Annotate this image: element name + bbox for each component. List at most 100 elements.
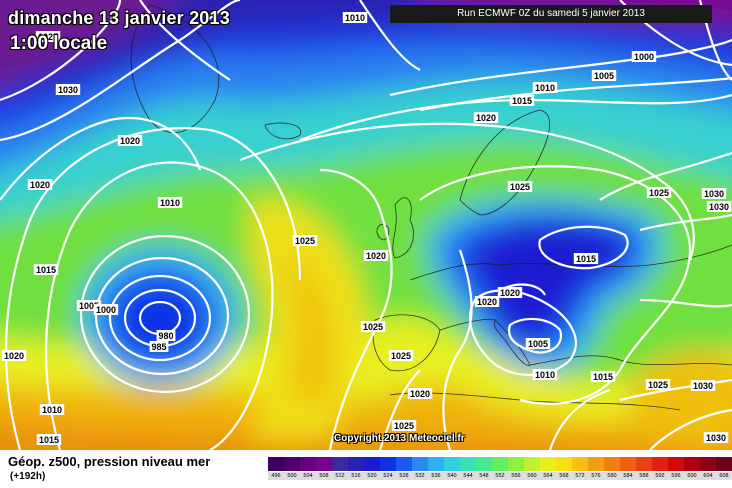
isobar-label: 1020 — [477, 297, 497, 307]
scale-tick-label: 516 — [348, 472, 364, 480]
isobar-label: 1020 — [366, 251, 386, 261]
scale-cell: 516 — [348, 457, 364, 480]
isobar-label-bg — [591, 70, 617, 81]
isobar-label-bg — [497, 287, 523, 298]
isobar-label-bg — [690, 380, 716, 391]
isobar-label-bg — [474, 296, 500, 307]
scale-cell: 552 — [492, 457, 508, 480]
isobar-label-bg — [93, 304, 119, 315]
isobar-label: 1025 — [391, 351, 411, 361]
color-scale: 496 500 504 508 512 516 520 524 528 532 536 540 544 5… — [268, 457, 732, 480]
scale-tick-label: 532 — [412, 472, 428, 480]
isobar-label: 1000 — [634, 52, 654, 62]
scale-swatch — [540, 457, 556, 471]
scale-swatch — [684, 457, 700, 471]
scale-cell: 584 — [620, 457, 636, 480]
model-run-label: Run ECMWF 0Z du samedi 5 janvier 2013 — [390, 5, 712, 23]
isobar-label: 1015 — [593, 372, 613, 382]
legend-title: Géop. z500, pression niveau mer — [8, 454, 211, 469]
scale-cell: 556 — [508, 457, 524, 480]
isobar-label: 1020 — [476, 113, 496, 123]
isobar-label-bg — [117, 135, 143, 146]
scale-tick-label: 524 — [380, 472, 396, 480]
scale-swatch — [652, 457, 668, 471]
isobar-label: 1015 — [576, 254, 596, 264]
isobar-label-bg — [391, 420, 417, 431]
isobar-label: 985 — [151, 342, 166, 352]
isobar-label: 1025 — [648, 380, 668, 390]
scale-cell: 564 — [540, 457, 556, 480]
scale-cell: 604 — [700, 457, 716, 480]
isobar-label-bg — [33, 264, 59, 275]
isobar-label: 1020 — [30, 180, 50, 190]
isobar-label-bg — [27, 179, 53, 190]
isobar-label: 1015 — [36, 265, 56, 275]
isobar-label: 1030 — [706, 433, 726, 443]
isobar-label: 1020 — [410, 389, 430, 399]
scale-cell: 512 — [332, 457, 348, 480]
isobar-label: 980 — [158, 331, 173, 341]
scale-cell: 500 — [284, 457, 300, 480]
scale-tick-label: 564 — [540, 472, 556, 480]
scale-cell: 588 — [636, 457, 652, 480]
scale-swatch — [604, 457, 620, 471]
scale-tick-label: 512 — [332, 472, 348, 480]
isobar-label-bg — [631, 51, 657, 62]
scale-tick-label: 596 — [668, 472, 684, 480]
scale-swatch — [284, 457, 300, 471]
isobar-labels: 1010 1000 1005 1010 1015 1020 1025 1030 1020 1020… — [1, 12, 732, 445]
isobar-label-bg — [342, 12, 368, 23]
scale-swatch — [300, 457, 316, 471]
scale-tick-label: 528 — [396, 472, 412, 480]
scale-tick-label: 572 — [572, 472, 588, 480]
scale-cell: 596 — [668, 457, 684, 480]
scale-tick-label: 584 — [620, 472, 636, 480]
scale-swatch — [556, 457, 572, 471]
scale-tick-label: 560 — [524, 472, 540, 480]
isobar-label-bg — [363, 250, 389, 261]
isobar-label-bg — [76, 300, 102, 311]
isobar-label-bg — [388, 350, 414, 361]
scale-swatch — [412, 457, 428, 471]
scale-tick-label: 588 — [636, 472, 652, 480]
scale-cell: 568 — [556, 457, 572, 480]
scale-swatch — [572, 457, 588, 471]
scale-cell: 580 — [604, 457, 620, 480]
isobar-label-bg — [407, 388, 433, 399]
scale-swatch — [492, 457, 508, 471]
isobar-label-bg — [156, 330, 176, 341]
isobar-label-bg — [525, 338, 551, 349]
scale-swatch — [444, 457, 460, 471]
isobar-label-bg — [292, 235, 318, 246]
isobar-label: 1010 — [160, 198, 180, 208]
isobar-label: 1015 — [512, 96, 532, 106]
scale-swatch — [524, 457, 540, 471]
scale-tick-label: 608 — [716, 472, 732, 480]
isobar-label: 1010 — [535, 370, 555, 380]
scale-cell: 540 — [444, 457, 460, 480]
isobar-label: 1010 — [345, 13, 365, 23]
scale-tick-label: 548 — [476, 472, 492, 480]
scale-tick-label: 540 — [444, 472, 460, 480]
legend-subtitle: (+192h) — [10, 471, 46, 482]
isobar-label: 1025 — [295, 236, 315, 246]
scale-swatch — [396, 457, 412, 471]
scale-tick-label: 576 — [588, 472, 604, 480]
isobar-lines — [0, 0, 732, 450]
isobar-label: 1025 — [649, 188, 669, 198]
scale-swatch — [588, 457, 604, 471]
scale-cell: 524 — [380, 457, 396, 480]
isobar-label-bg — [36, 434, 62, 445]
scale-tick-label: 592 — [652, 472, 668, 480]
geopotential-field — [0, 0, 732, 450]
scale-cell: 592 — [652, 457, 668, 480]
scale-swatch — [460, 457, 476, 471]
scale-tick-label: 496 — [268, 472, 284, 480]
scale-swatch — [476, 457, 492, 471]
scale-swatch — [268, 457, 284, 471]
isobar-label: 1005 — [79, 301, 99, 311]
scale-cell: 532 — [412, 457, 428, 480]
scale-cell: 536 — [428, 457, 444, 480]
scale-tick-label: 508 — [316, 472, 332, 480]
